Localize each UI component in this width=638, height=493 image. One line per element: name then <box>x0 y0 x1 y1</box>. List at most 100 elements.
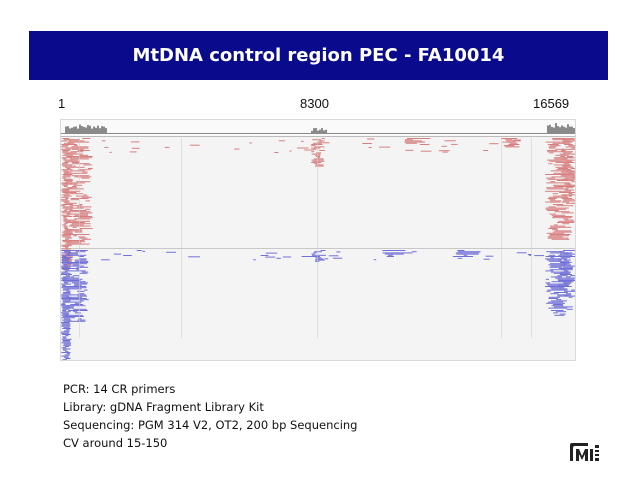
aligned-read <box>563 200 575 202</box>
aligned-read <box>324 258 329 260</box>
aligned-read <box>547 159 564 161</box>
aligned-read <box>563 270 569 272</box>
aligned-read <box>61 252 72 254</box>
coverage-bar <box>553 127 555 134</box>
aligned-read <box>82 171 88 173</box>
aligned-read <box>314 146 325 148</box>
aligned-read <box>65 358 71 359</box>
aligned-read <box>504 145 514 147</box>
coverage-bar <box>149 133 151 134</box>
aligned-read <box>62 158 67 160</box>
aligned-read <box>62 308 70 310</box>
alignment-viewer[interactable] <box>60 119 576 361</box>
coverage-bar <box>555 123 557 134</box>
aligned-read <box>562 153 575 155</box>
aligned-read <box>456 253 479 255</box>
coverage-bar <box>517 133 519 134</box>
aligned-read <box>278 140 286 142</box>
coverage-bar <box>215 133 217 134</box>
coverage-bar <box>265 133 267 134</box>
coverage-bar <box>61 133 63 134</box>
coverage-bar <box>65 126 67 134</box>
aligned-read <box>63 225 68 227</box>
aligned-read <box>313 252 317 254</box>
aligned-read <box>61 296 72 298</box>
coverage-bar <box>93 126 95 134</box>
aligned-read <box>113 253 122 255</box>
aligned-read <box>509 142 518 144</box>
aligned-read <box>71 242 82 244</box>
aligned-read <box>73 235 77 237</box>
coverage-bar <box>373 133 375 134</box>
aligned-read <box>563 159 575 161</box>
coverage-bar <box>457 133 459 134</box>
coverage-bar <box>323 130 325 134</box>
aligned-read <box>559 265 575 267</box>
aligned-read <box>444 140 456 142</box>
aligned-read <box>61 244 71 246</box>
coverage-bar <box>367 133 369 134</box>
aligned-read <box>61 140 67 142</box>
aligned-read <box>64 188 84 190</box>
aligned-read <box>527 254 532 255</box>
aligned-read <box>508 144 520 145</box>
coverage-bar <box>371 133 373 134</box>
aligned-read <box>563 194 575 196</box>
aligned-read <box>61 294 71 296</box>
aligned-read <box>315 257 322 259</box>
aligned-read <box>312 256 320 257</box>
position-guide-line <box>181 138 182 338</box>
coverage-bar <box>465 133 467 134</box>
aligned-read <box>62 150 70 151</box>
coverage-bar <box>271 133 273 134</box>
aligned-read <box>70 224 84 226</box>
aligned-read <box>63 216 72 217</box>
aligned-read <box>516 252 527 254</box>
aligned-read <box>333 257 343 259</box>
aligned-read <box>550 265 561 267</box>
coverage-bar <box>539 133 541 134</box>
aligned-read <box>548 228 558 229</box>
aligned-read <box>362 143 372 144</box>
aligned-read <box>546 232 565 234</box>
coverage-bar <box>171 133 173 134</box>
aligned-read <box>304 149 314 151</box>
coverage-bar <box>253 133 255 134</box>
coverage-bar <box>87 125 89 134</box>
aligned-read <box>62 240 69 241</box>
aligned-read <box>546 177 555 179</box>
coverage-bar <box>575 123 576 134</box>
aligned-read <box>61 189 69 191</box>
coverage-bar <box>223 133 225 134</box>
coverage-bar <box>557 126 559 134</box>
coverage-bar <box>107 133 109 134</box>
coverage-bar <box>197 133 199 134</box>
coverage-bar <box>431 133 433 134</box>
aligned-read <box>546 251 563 253</box>
coverage-bar <box>423 133 425 134</box>
aligned-read <box>550 226 572 228</box>
aligned-read <box>61 331 70 333</box>
aligned-read <box>555 162 564 163</box>
aligned-read <box>64 356 69 358</box>
aligned-read <box>566 189 575 191</box>
aligned-read <box>61 262 70 263</box>
aligned-read <box>282 256 292 258</box>
aligned-read <box>77 150 91 151</box>
aligned-read <box>63 288 82 290</box>
coverage-bar <box>83 126 85 134</box>
aligned-read <box>63 201 68 203</box>
aligned-read <box>322 142 330 144</box>
aligned-read <box>62 206 73 208</box>
coverage-bar <box>307 133 309 134</box>
aligned-read <box>62 174 73 175</box>
aligned-read <box>563 166 567 168</box>
coverage-bar <box>225 133 227 134</box>
aligned-read <box>63 195 72 197</box>
coverage-bar <box>155 133 157 134</box>
aligned-read <box>568 296 573 298</box>
aligned-read <box>61 317 68 319</box>
coverage-bar <box>211 133 213 134</box>
aligned-read <box>87 168 93 169</box>
aligned-read <box>74 260 89 262</box>
